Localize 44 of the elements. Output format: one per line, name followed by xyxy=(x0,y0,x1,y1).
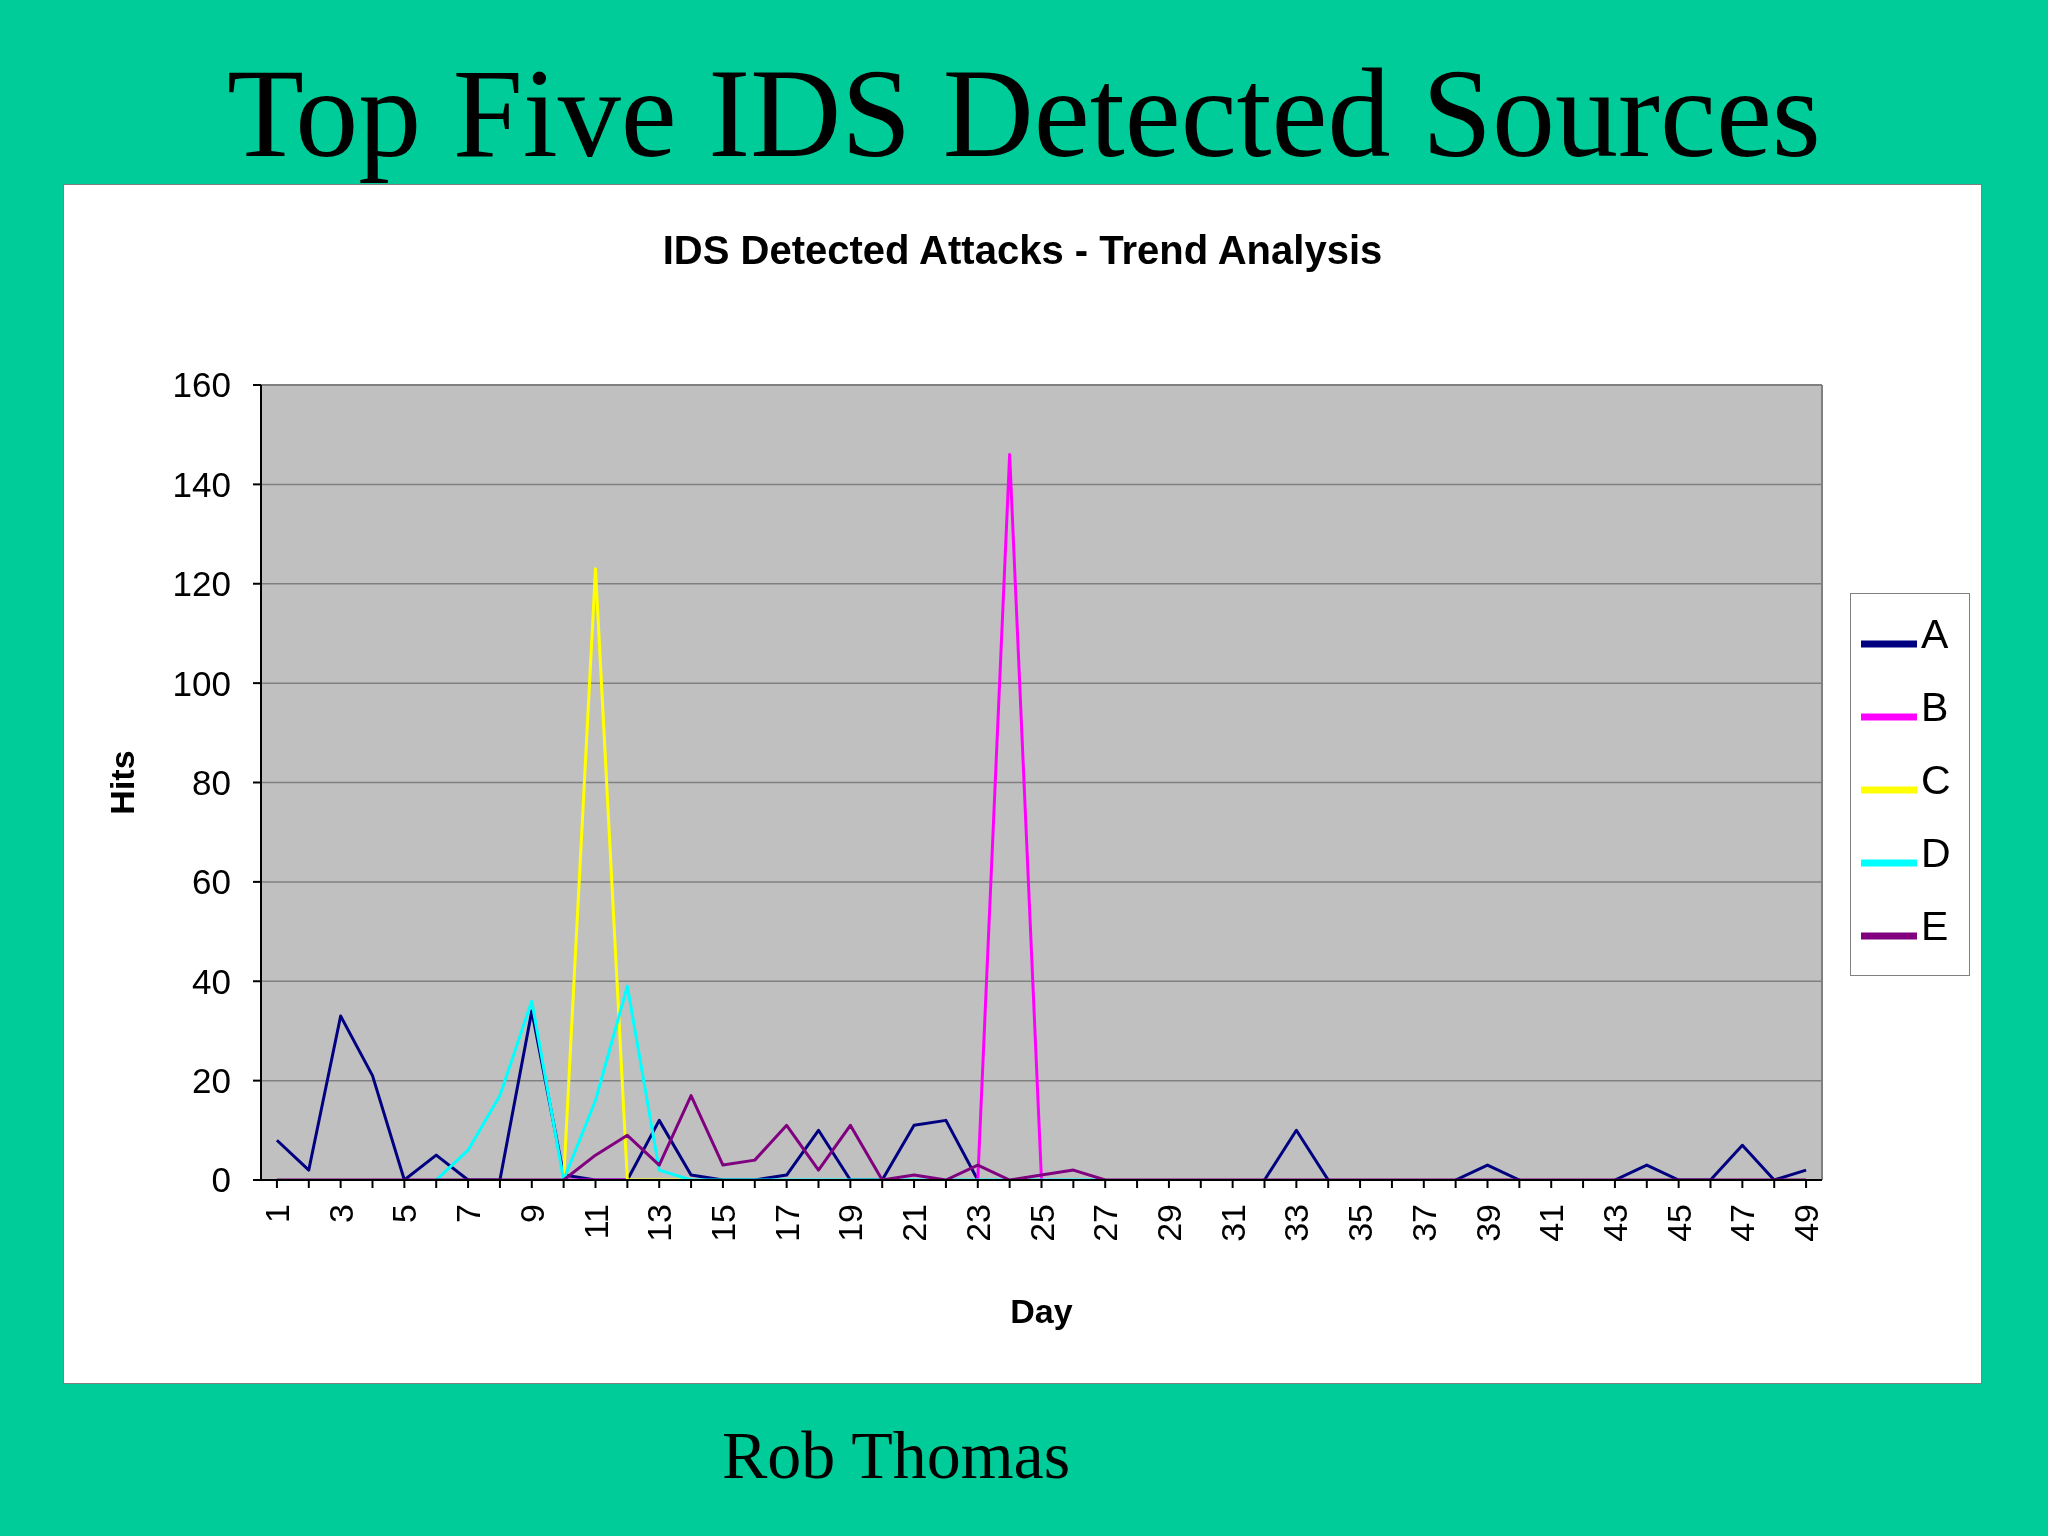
y-tick-label: 120 xyxy=(172,564,231,604)
x-tick-label: 11 xyxy=(576,1204,615,1240)
legend-label: C xyxy=(1921,756,1951,803)
x-tick-label: 5 xyxy=(385,1204,424,1223)
y-tick-label: 160 xyxy=(172,365,231,405)
x-tick-label: 27 xyxy=(1086,1204,1125,1242)
y-tick-label: 20 xyxy=(192,1061,231,1101)
x-tick-label: 9 xyxy=(512,1204,551,1223)
x-tick-label: 41 xyxy=(1532,1204,1571,1242)
legend-label: B xyxy=(1921,683,1949,730)
y-tick-label: 40 xyxy=(192,961,231,1001)
x-tick-label: 15 xyxy=(703,1204,742,1242)
x-tick-label: 21 xyxy=(895,1204,934,1242)
text: Rob Thomas xyxy=(722,1416,1071,1494)
x-tick-label: 1 xyxy=(257,1204,296,1223)
legend-label: A xyxy=(1921,610,1949,657)
x-tick-label: 37 xyxy=(1404,1204,1443,1242)
chart-title: Top Five IDS Detected Sources xyxy=(226,44,1822,184)
legend-label: E xyxy=(1921,902,1949,949)
y-tick-label: 80 xyxy=(192,762,231,802)
x-tick-label: 17 xyxy=(767,1204,806,1242)
y-tick-label: 0 xyxy=(211,1160,231,1200)
x-tick-label: 39 xyxy=(1468,1204,1507,1242)
x-axis-title: Day xyxy=(1010,1292,1073,1330)
y-tick-label: 60 xyxy=(192,862,231,902)
y-axis-title: Hits xyxy=(103,750,142,815)
x-tick-label: 45 xyxy=(1659,1204,1698,1242)
x-tick-label: 3 xyxy=(321,1204,360,1223)
x-tick-label: 47 xyxy=(1723,1204,1762,1242)
x-tick-label: 31 xyxy=(1213,1204,1252,1242)
x-tick-label: 43 xyxy=(1595,1204,1634,1242)
x-tick-label: 35 xyxy=(1341,1204,1380,1242)
legend-label: D xyxy=(1921,829,1951,876)
x-tick-label: 29 xyxy=(1149,1204,1188,1242)
x-tick-label: 33 xyxy=(1277,1204,1316,1242)
x-tick-label: 23 xyxy=(958,1204,997,1242)
y-tick-label: 100 xyxy=(172,663,231,703)
x-tick-label: 19 xyxy=(831,1204,870,1242)
x-tick-label: 49 xyxy=(1787,1204,1826,1242)
x-tick-label: 25 xyxy=(1022,1204,1061,1242)
x-tick-label: 13 xyxy=(640,1204,679,1242)
x-tick-label: 7 xyxy=(449,1204,488,1223)
y-tick-label: 140 xyxy=(172,464,231,504)
chart-subtitle: IDS Detected Attacks - Trend Analysis xyxy=(661,227,1384,273)
